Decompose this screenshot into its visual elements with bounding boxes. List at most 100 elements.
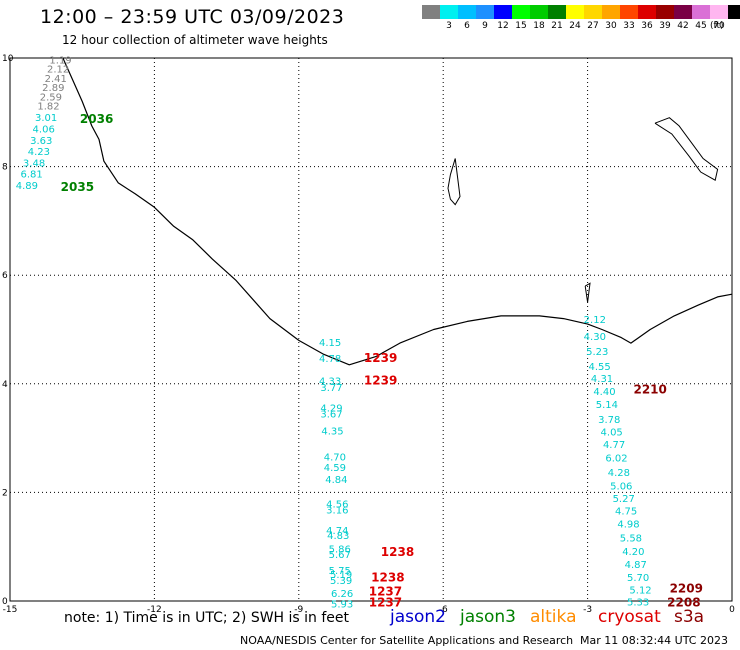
swh-value-label: 4.23 xyxy=(28,147,50,158)
color-swatch xyxy=(602,5,620,19)
color-swatch xyxy=(458,5,476,19)
color-swatch xyxy=(584,5,602,19)
swh-value-label: 5.33 xyxy=(627,597,649,608)
swh-value-label: 5.75 xyxy=(329,566,351,577)
satellite-legend-altika: altika xyxy=(530,607,577,627)
swh-value-label: 2.12 xyxy=(47,65,69,76)
swh-value-label: 5.39 xyxy=(330,576,352,587)
satellite-legend-cryosat: cryosat xyxy=(598,607,661,627)
swh-value-label: 6.02 xyxy=(605,453,627,464)
pass-time-label: 1239 xyxy=(364,351,397,365)
swh-value-label: 4.33 xyxy=(319,376,341,387)
lake-outline xyxy=(584,282,591,303)
swh-value-label: 5.12 xyxy=(629,585,651,596)
x-tick-label: -9 xyxy=(294,605,303,615)
color-scale-labels: 3 6 9 12 15 18 21 24 27 30 33 36 39 42 45 70 xyxy=(422,21,740,31)
color-scale-label: 70 xyxy=(713,21,725,31)
color-swatch xyxy=(548,5,566,19)
footer-credit: NOAA/NESDIS Center for Satellite Applica… xyxy=(240,634,574,647)
swh-value-label: 3.01 xyxy=(35,113,57,124)
swh-value-label: 4.28 xyxy=(608,468,630,479)
color-scale-label: 9 xyxy=(482,21,488,31)
satellite-legend-s3a: s3a xyxy=(674,607,705,627)
swh-value-label: 3.78 xyxy=(598,415,620,426)
swh-value-label: 4.40 xyxy=(593,387,615,398)
coastline xyxy=(62,57,733,366)
swh-value-label: 5.06 xyxy=(610,482,632,493)
swh-value-label: 4.83 xyxy=(327,531,349,542)
color-swatch xyxy=(692,5,710,19)
swh-value-label: 5.58 xyxy=(620,533,642,544)
swh-value-label: 4.06 xyxy=(33,124,55,135)
color-scale-bar xyxy=(422,5,740,19)
swh-value-label: 4.31 xyxy=(591,374,613,385)
swh-value-label: 4.89 xyxy=(16,181,38,192)
page-subtitle: 12 hour collection of altimeter wave hei… xyxy=(62,33,328,47)
swh-value-label: 4.78 xyxy=(319,354,341,365)
swh-value-label: 4.55 xyxy=(589,362,611,373)
color-scale-label: 21 xyxy=(551,21,563,31)
lake-outline xyxy=(447,158,461,206)
x-tick-label: -6 xyxy=(439,605,448,615)
swh-value-label: 4.87 xyxy=(625,560,647,571)
swh-value-label: 2.59 xyxy=(40,92,62,103)
pass-time-label: 2210 xyxy=(633,383,666,397)
color-swatch xyxy=(710,5,728,19)
swh-value-label: 5.67 xyxy=(329,550,351,561)
y-tick-label: 0 xyxy=(2,597,8,607)
swh-value-label: 4.20 xyxy=(622,547,644,558)
color-swatch xyxy=(530,5,548,19)
color-scale-label: 15 xyxy=(515,21,527,31)
pass-time-label: 2209 xyxy=(670,581,703,595)
map-frame xyxy=(9,57,733,602)
color-scale-label: 27 xyxy=(587,21,599,31)
swh-value-label: 5.70 xyxy=(627,573,649,584)
y-tick-label: 4 xyxy=(2,380,8,390)
swh-value-label: 4.30 xyxy=(584,332,606,343)
pass-time-label: 1239 xyxy=(364,373,397,387)
satellite-legend-jason3: jason3 xyxy=(460,607,516,627)
color-swatch xyxy=(638,5,656,19)
color-scale-label: 42 xyxy=(677,21,689,31)
color-scale-label: 3 xyxy=(446,21,452,31)
pass-time-label: 1238 xyxy=(371,570,404,584)
color-scale-unit: (ft) xyxy=(710,21,724,31)
color-swatch xyxy=(440,5,458,19)
color-scale-label: 36 xyxy=(641,21,653,31)
pass-time-label: 1237 xyxy=(369,595,402,609)
swh-value-label: 1.82 xyxy=(37,102,59,113)
color-swatch xyxy=(566,5,584,19)
swh-value-label: 6.26 xyxy=(331,589,353,600)
swh-value-label: 5.27 xyxy=(613,494,635,505)
swh-value-label: 4.29 xyxy=(320,403,342,414)
footer-timestamp: Mar 11 08:32:44 UTC 2023 xyxy=(580,634,728,647)
y-tick-label: 2 xyxy=(2,488,8,498)
color-scale-label: 24 xyxy=(569,21,581,31)
x-tick-label: -15 xyxy=(3,605,18,615)
swh-value-label: 3.16 xyxy=(326,506,348,517)
color-scale-label: 33 xyxy=(623,21,635,31)
color-swatch xyxy=(476,5,494,19)
swh-value-label: 5.86 xyxy=(329,545,351,556)
pass-time-label: 2035 xyxy=(61,180,94,194)
color-swatch xyxy=(728,5,740,19)
lake-outline xyxy=(654,117,719,181)
pass-time-label: 1237 xyxy=(369,585,402,599)
swh-value-label: 5.19 xyxy=(330,570,352,581)
legend-note: note: 1) Time is in UTC; 2) SWH is in fe… xyxy=(64,610,350,626)
color-scale-label: 39 xyxy=(659,21,671,31)
swh-value-label: 2.12 xyxy=(584,315,606,326)
color-scale-label: 30 xyxy=(605,21,617,31)
color-swatch xyxy=(512,5,530,19)
swh-value-label: 3.48 xyxy=(23,159,45,170)
y-tick-label: 10 xyxy=(2,54,14,64)
color-swatch xyxy=(422,5,440,19)
swh-value-label: 3.63 xyxy=(30,136,52,147)
color-swatch xyxy=(656,5,674,19)
page-title: 12:00 – 23:59 UTC 03/09/2023 xyxy=(40,6,345,28)
swh-value-label: 4.77 xyxy=(603,440,625,451)
satellite-legend-jason2: jason2 xyxy=(390,607,446,627)
pass-time-label: 2208 xyxy=(667,595,700,609)
color-scale-label: 45 xyxy=(695,21,707,31)
